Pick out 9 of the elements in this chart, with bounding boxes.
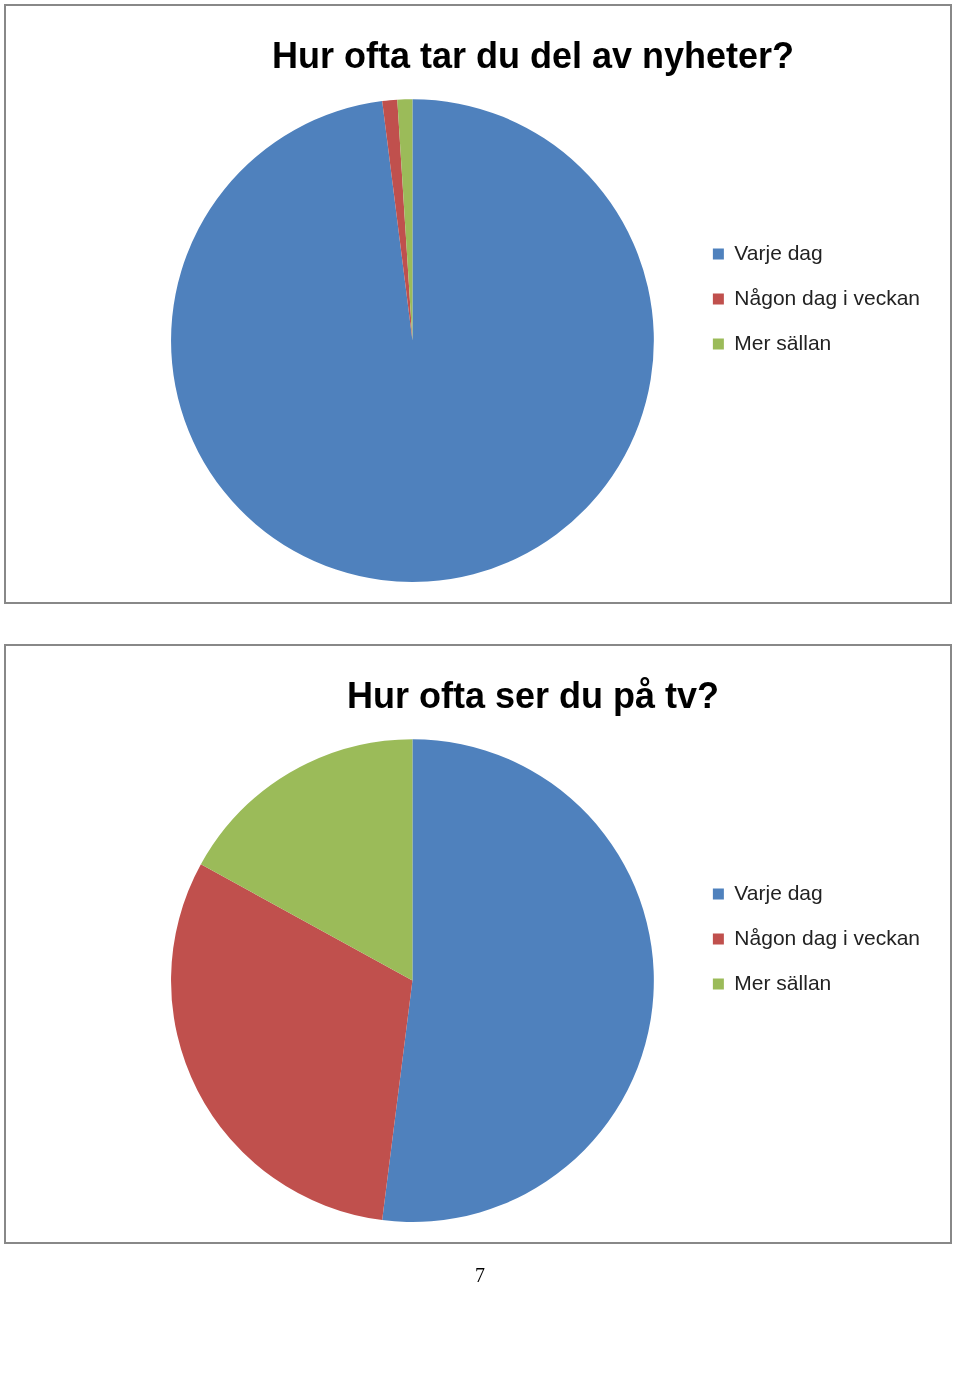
- chart-title: Hur ofta ser du på tv?: [346, 674, 720, 716]
- legend-label: Någon dag i veckan: [734, 925, 921, 949]
- legend-label: Varje dag: [734, 240, 823, 264]
- legend-label: Mer sällan: [734, 330, 832, 354]
- chart-title: Hur ofta tar du del av nyheter?: [271, 34, 795, 76]
- text: 7: [474, 1264, 486, 1287]
- legend-label: Varje dag: [734, 880, 823, 904]
- legend-label: Någon dag i veckan: [734, 285, 921, 309]
- legend-label: Mer sällan: [734, 970, 832, 994]
